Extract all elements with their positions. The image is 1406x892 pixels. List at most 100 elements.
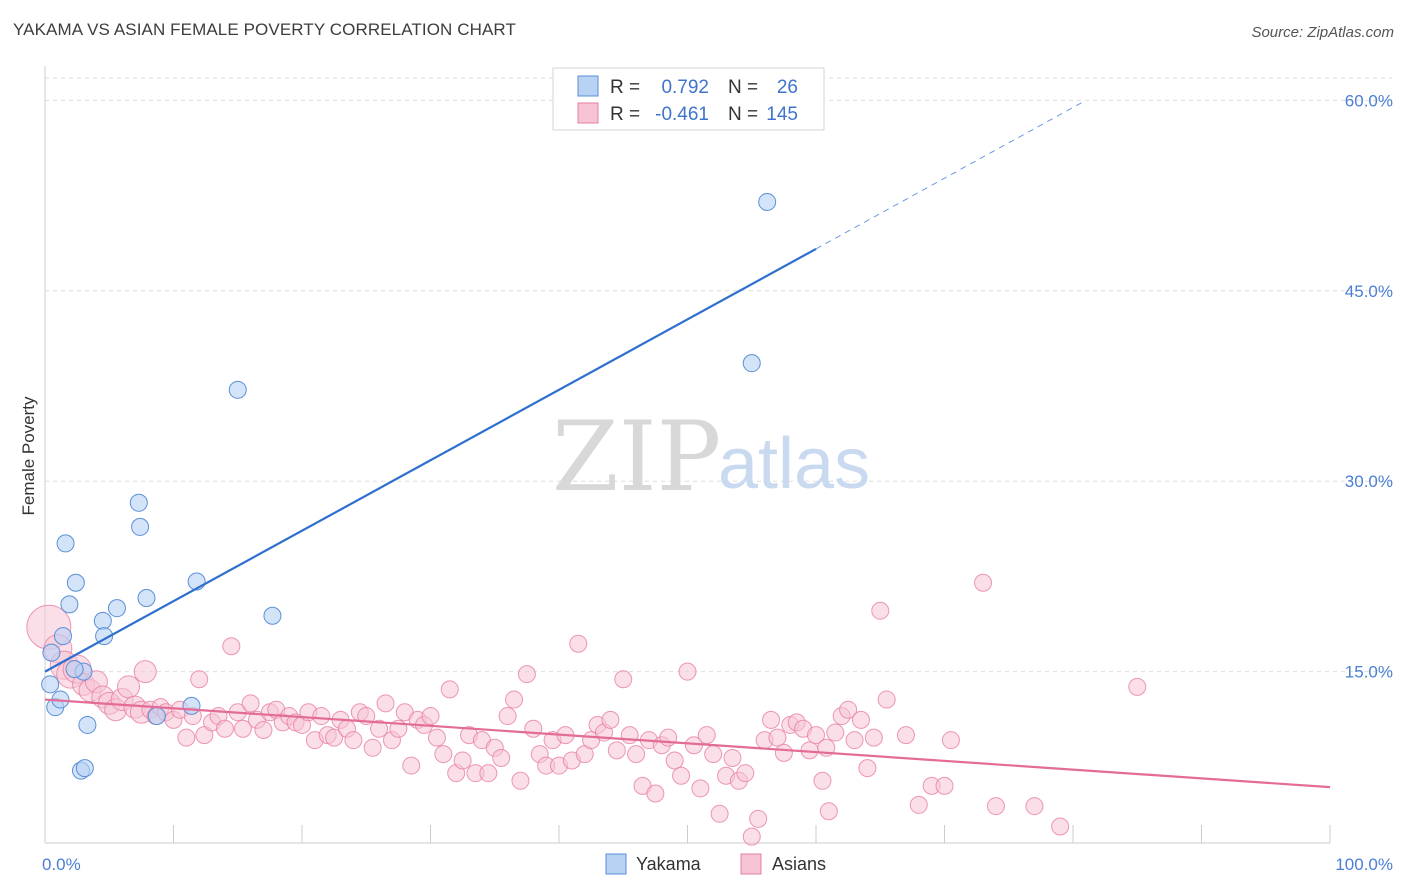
- asian-point: [440, 680, 459, 699]
- yakama-point: [147, 707, 166, 726]
- legend-n-value-asian: 145: [766, 104, 798, 125]
- y-tick-label: 15.0%: [1345, 663, 1393, 682]
- asian-point: [896, 726, 915, 745]
- yakama-points: [41, 192, 777, 780]
- yakama-point: [742, 354, 761, 373]
- asian-point: [453, 751, 472, 770]
- asian-point: [607, 741, 626, 760]
- chart-title: YAKAMA VS ASIAN FEMALE POVERTY CORRELATI…: [13, 20, 516, 39]
- yakama-point: [56, 534, 75, 553]
- asian-point: [839, 700, 858, 719]
- bottom-legend-swatch-asian: [740, 853, 762, 875]
- asian-point: [511, 771, 530, 790]
- asian-point: [909, 795, 928, 814]
- asian-point: [524, 719, 543, 738]
- asian-point: [659, 728, 678, 747]
- asian-point: [517, 665, 536, 684]
- legend-swatch-yakama: [577, 75, 599, 97]
- yakama-point: [60, 595, 79, 614]
- grid-lines: [45, 77, 1392, 673]
- asian-point: [736, 764, 755, 783]
- x-tick-labels: 0.0% 100.0%: [42, 855, 1393, 874]
- asian-point: [742, 827, 761, 846]
- asian-point: [665, 751, 684, 770]
- yakama-point: [42, 643, 61, 662]
- yakama-point: [137, 589, 156, 608]
- bottom-legend-label-asian: Asians: [772, 854, 826, 874]
- yakama-point: [78, 715, 97, 734]
- legend-r-value-asian: -0.461: [655, 104, 709, 125]
- bottom-legend-swatch-yakama: [605, 853, 627, 875]
- asian-point: [1051, 817, 1070, 836]
- watermark-atlas: atlas: [718, 424, 870, 504]
- asian-point: [312, 707, 331, 726]
- y-tick-label: 45.0%: [1345, 282, 1393, 301]
- legend-swatch-asian: [577, 102, 599, 124]
- asian-point: [421, 707, 440, 726]
- asian-point: [697, 726, 716, 745]
- legend-r-label-asian: R =: [610, 104, 640, 125]
- asian-point: [851, 710, 870, 729]
- yakama-point: [758, 192, 777, 211]
- asian-point: [215, 719, 234, 738]
- asian-point: [864, 728, 883, 747]
- y-tick-label: 30.0%: [1345, 472, 1393, 491]
- asian-point: [376, 694, 395, 713]
- asian-point: [498, 707, 517, 726]
- asian-point: [434, 745, 453, 764]
- asian-point: [672, 766, 691, 785]
- x-tick-label: 100.0%: [1335, 855, 1393, 874]
- asian-point: [877, 690, 896, 709]
- asian-point: [505, 690, 524, 709]
- yakama-point: [182, 696, 201, 715]
- asian-point: [749, 809, 768, 828]
- asian-point: [569, 634, 588, 653]
- asian-point: [190, 670, 209, 689]
- yakama-trend-extension: [815, 99, 1087, 250]
- asian-point: [233, 719, 252, 738]
- asian-point: [986, 797, 1005, 816]
- asian-point: [402, 756, 421, 775]
- asian-point: [325, 728, 344, 747]
- watermark: ZIP atlas: [552, 401, 870, 513]
- asian-point: [704, 745, 723, 764]
- yakama-point: [131, 517, 150, 536]
- asian-point: [819, 802, 838, 821]
- yakama-trend-line: [44, 247, 817, 673]
- asian-point: [363, 738, 382, 757]
- asian-point: [807, 726, 825, 745]
- trend-lines: [44, 99, 1331, 789]
- asian-point: [614, 670, 633, 689]
- asian-point: [845, 731, 864, 750]
- asian-point: [370, 719, 389, 738]
- asian-point: [344, 731, 363, 750]
- y-tick-labels: 15.0% 30.0% 45.0% 60.0%: [1345, 91, 1393, 681]
- yakama-point: [66, 573, 85, 592]
- asian-point: [768, 728, 787, 747]
- asian-point: [762, 710, 781, 729]
- asian-point: [133, 660, 157, 684]
- asian-point: [1128, 677, 1147, 696]
- asian-point: [691, 779, 710, 798]
- asian-point: [1025, 797, 1044, 816]
- legend-n-label-asian: N =: [728, 104, 758, 125]
- asian-point: [871, 601, 890, 620]
- asian-point: [241, 694, 260, 713]
- asian-point: [723, 748, 742, 767]
- yakama-point: [129, 493, 148, 512]
- asian-point: [858, 759, 877, 778]
- chart-source: Source: ZipAtlas.com: [1251, 24, 1394, 41]
- asian-point: [974, 573, 993, 592]
- asian-trend-line: [44, 698, 1331, 789]
- asian-point: [935, 776, 954, 795]
- asian-point: [774, 743, 793, 762]
- asian-point: [222, 637, 241, 656]
- y-tick-label: 60.0%: [1345, 91, 1393, 110]
- asian-point: [117, 675, 141, 699]
- asian-point: [620, 726, 639, 745]
- legend-r-label-yakama: R =: [610, 77, 640, 98]
- asian-point: [941, 731, 960, 750]
- legend-n-value-yakama: 26: [777, 77, 798, 98]
- asian-point: [826, 723, 845, 742]
